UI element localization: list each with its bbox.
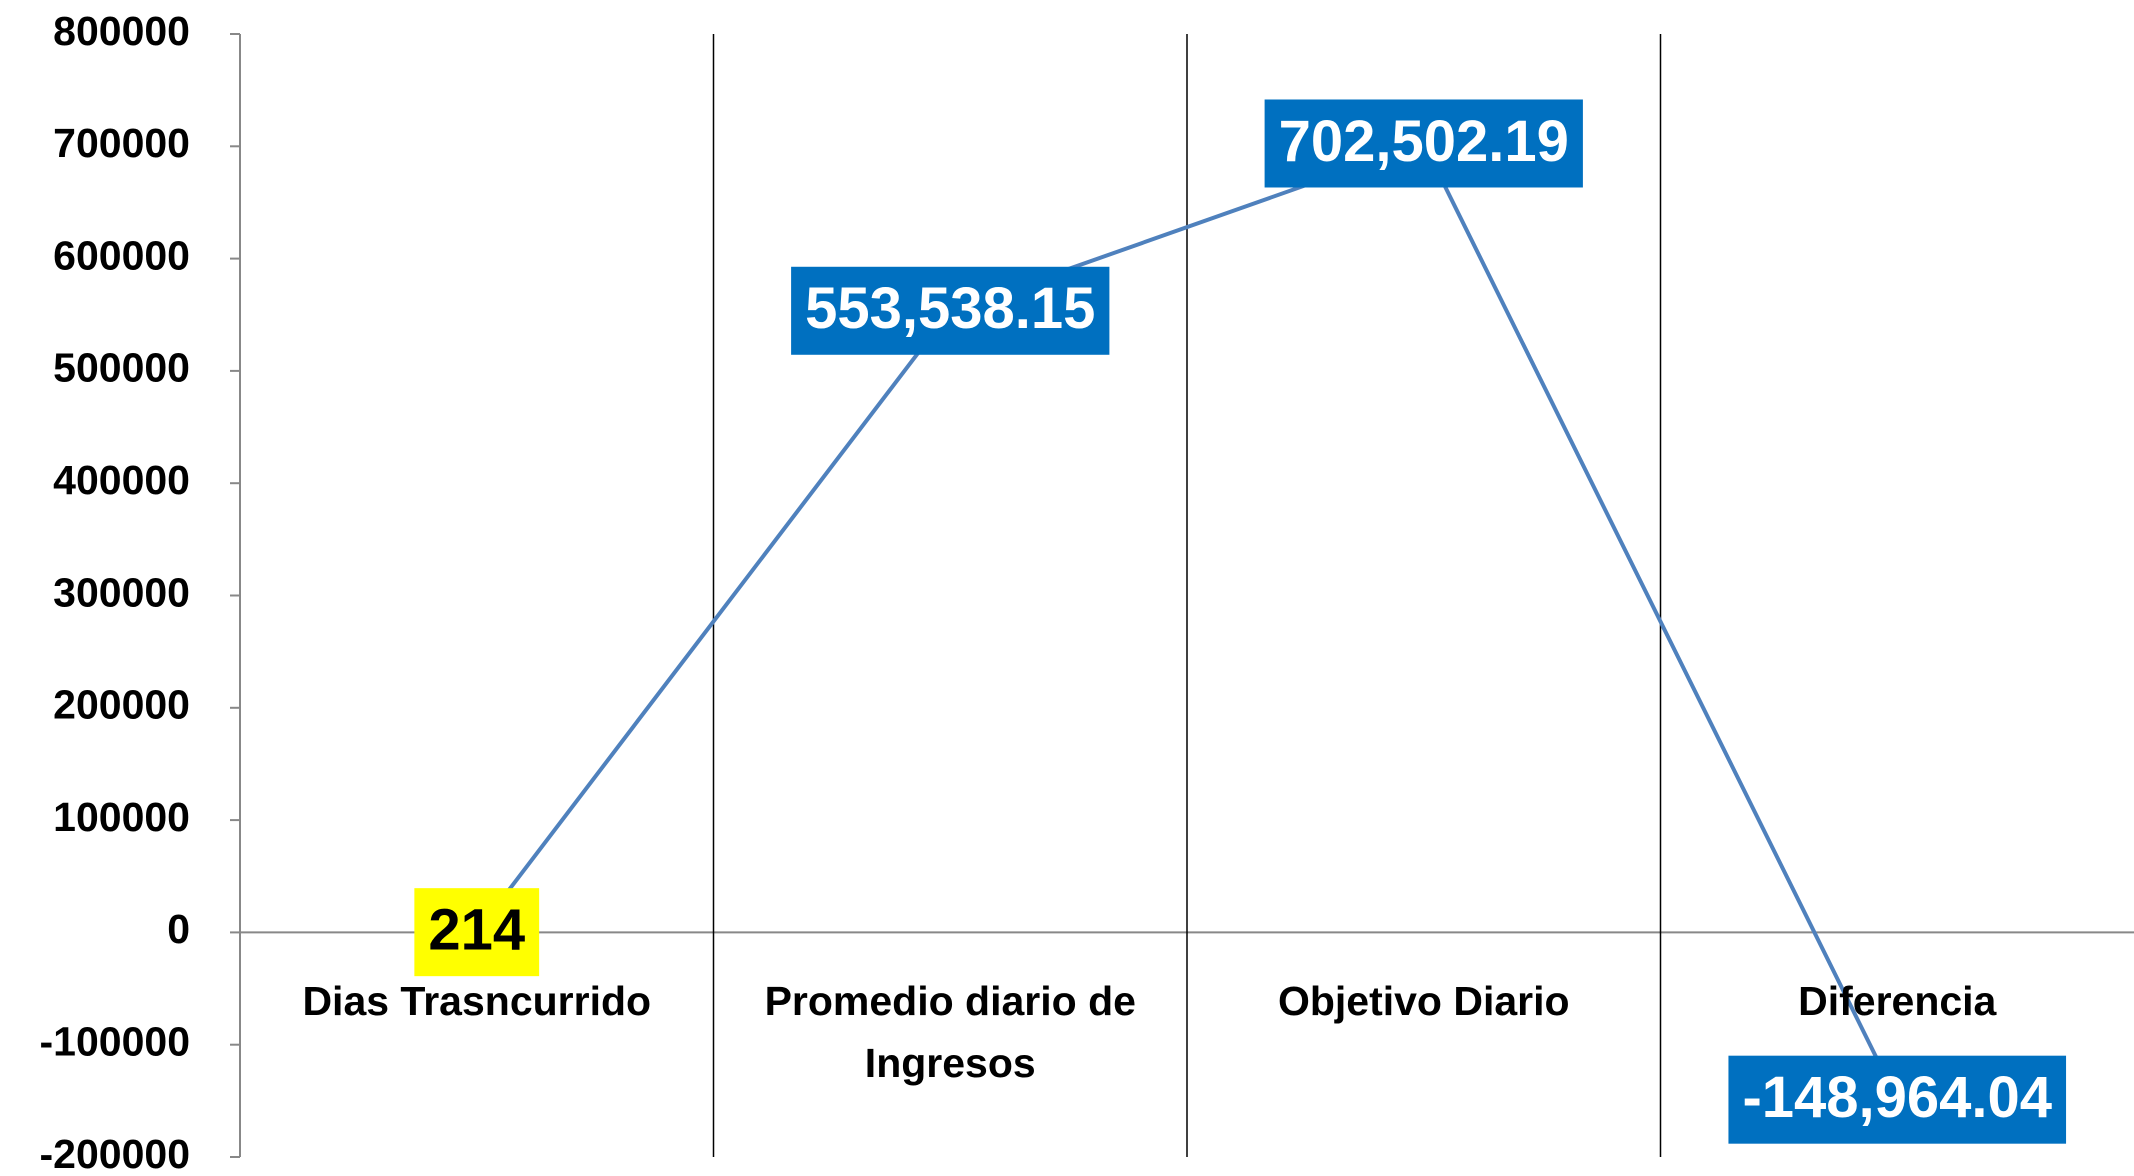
x-tick-label: Dias Trasncurrido [302,978,652,1025]
y-tick-label: 200000 [53,682,190,728]
y-tick-label: 400000 [53,457,190,503]
x-tick-label: Diferencia [1798,978,1997,1025]
data-label-text: 214 [428,897,525,962]
line [475,141,1900,1101]
y-tick-label: -200000 [40,1131,190,1176]
y-tick-label: 100000 [53,794,190,840]
y-tick-label: 700000 [53,120,190,166]
data-label: -148,964.04 [1728,1055,2067,1144]
data-label: 553,538.15 [791,266,1110,355]
data-label-bg [791,266,1110,355]
y-tick-label: 600000 [53,232,190,278]
data-label-text: -148,964.04 [1742,1065,2052,1130]
y-tick-label: 0 [167,906,190,952]
x-tick-label: Objetivo Diario [1277,978,1570,1025]
y-tick-label: -100000 [40,1019,190,1065]
data-label-bg [1264,99,1583,188]
data-label-text: 553,538.15 [805,276,1095,341]
y-tick-label: 800000 [53,8,190,54]
y-tick-label: 300000 [53,569,190,615]
data-label-text: 702,502.19 [1279,109,1569,174]
data-label: 214 [414,888,540,977]
data-label-bg [1728,1055,2067,1144]
y-tick-label: 500000 [53,345,190,391]
data-label-bg [414,888,540,977]
data-label: 702,502.19 [1264,99,1583,188]
x-tick-label: Promedio diario de Ingresos [764,978,1136,1087]
